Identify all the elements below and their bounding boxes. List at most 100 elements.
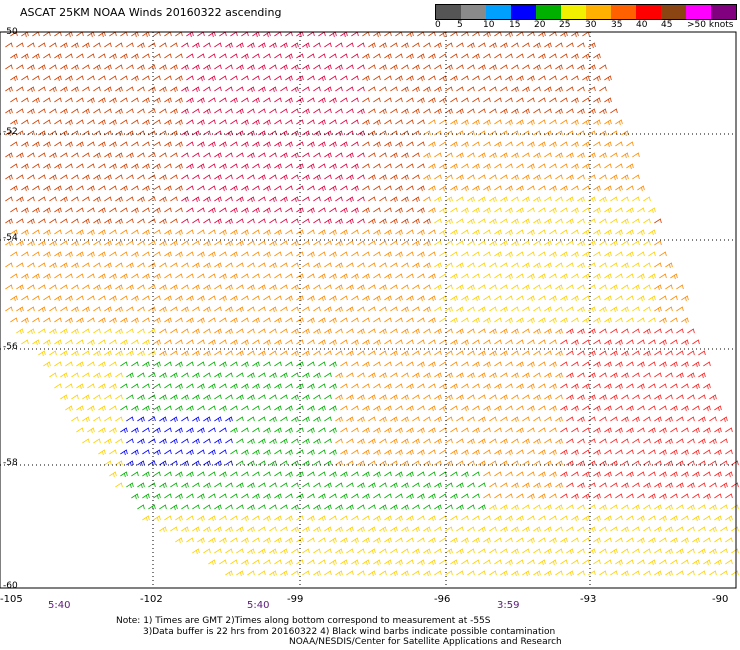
wind-barb <box>593 119 601 126</box>
map-frame <box>0 31 737 589</box>
wind-barb <box>395 295 403 302</box>
wind-barb <box>527 339 535 345</box>
wind-barb <box>340 405 348 411</box>
wind-barb <box>428 515 436 522</box>
wind-barb <box>285 361 293 367</box>
wind-barb <box>175 317 183 323</box>
wind-barb <box>401 372 409 378</box>
wind-barb <box>401 86 409 93</box>
wind-barb <box>170 328 178 334</box>
wind-barb <box>560 295 568 302</box>
wind-barb <box>82 284 90 290</box>
wind-barb <box>82 438 90 444</box>
wind-barb <box>373 493 381 499</box>
wind-barb <box>318 273 326 280</box>
wind-barb <box>126 64 134 70</box>
wind-barb <box>197 163 205 170</box>
wind-barb <box>648 295 656 302</box>
wind-barb <box>164 471 172 477</box>
wind-barb <box>483 361 491 368</box>
wind-barb <box>285 141 293 148</box>
wind-barb <box>285 185 293 191</box>
wind-barb <box>368 394 376 401</box>
wind-barb <box>10 207 18 213</box>
wind-barb <box>566 196 574 203</box>
wind-barb <box>225 372 233 378</box>
wind-barb <box>280 152 288 159</box>
wind-barb <box>560 493 568 499</box>
wind-barb <box>329 339 337 346</box>
wind-barb <box>208 273 216 279</box>
wind-barb <box>285 251 293 257</box>
wind-barb <box>318 317 326 324</box>
wind-barb <box>137 416 145 423</box>
wind-barb <box>665 262 673 269</box>
wind-barb <box>681 493 689 499</box>
wind-barb <box>115 130 123 137</box>
wind-barb <box>335 152 343 158</box>
wind-barb <box>417 537 425 543</box>
wind-barb <box>87 141 95 147</box>
wind-barb <box>109 361 117 367</box>
wind-barb <box>445 504 453 510</box>
wind-barb <box>346 504 354 511</box>
wind-barb <box>109 53 117 60</box>
wind-barb <box>395 559 403 566</box>
wind-barb <box>258 64 266 71</box>
wind-barb <box>362 559 370 566</box>
wind-barb <box>175 75 183 82</box>
wind-barb <box>142 295 150 301</box>
wind-barb <box>395 31 403 37</box>
wind-barb <box>610 526 618 532</box>
wind-barb <box>357 416 365 423</box>
wind-barb <box>505 141 513 147</box>
wind-barb <box>329 229 337 236</box>
wind-barb <box>340 207 348 214</box>
wind-barb <box>335 570 343 577</box>
wind-barb <box>170 174 178 180</box>
wind-barb <box>549 361 557 368</box>
wind-barb <box>478 548 486 554</box>
wind-barb <box>621 174 629 181</box>
wind-barb <box>522 350 530 356</box>
wind-barb <box>434 152 442 158</box>
wind-barb <box>395 141 403 148</box>
wind-barb <box>313 152 321 158</box>
wind-barb <box>225 526 233 533</box>
wind-barb <box>208 163 216 169</box>
wind-barb <box>483 31 491 38</box>
wind-barb <box>258 482 266 488</box>
wind-barb <box>533 328 541 335</box>
wind-barb <box>527 229 535 236</box>
wind-barb <box>236 86 244 92</box>
wind-barb <box>527 493 535 500</box>
wind-barb <box>82 394 90 401</box>
wind-barb <box>16 328 24 335</box>
wind-barb <box>274 141 282 148</box>
wind-barb <box>384 251 392 258</box>
wind-barb <box>637 427 645 433</box>
wind-barb <box>599 306 607 313</box>
wind-barb <box>676 284 684 290</box>
wind-barb <box>269 570 277 577</box>
wind-barb <box>60 42 68 49</box>
wind-barb <box>456 328 464 335</box>
wind-barb <box>593 97 601 104</box>
wind-barb <box>494 537 502 543</box>
wind-barb <box>527 141 535 148</box>
wind-barb <box>390 460 398 466</box>
wind-barb <box>549 75 557 81</box>
wind-barb <box>533 108 541 114</box>
wind-barb <box>27 42 35 48</box>
wind-barb <box>720 526 728 532</box>
wind-barb <box>654 570 662 577</box>
wind-barb <box>544 548 552 555</box>
wind-barb <box>153 493 161 500</box>
wind-barb <box>538 383 546 389</box>
wind-barb <box>467 174 475 180</box>
wind-barb <box>494 361 502 367</box>
wind-barb <box>379 394 387 401</box>
wind-barb <box>423 570 431 577</box>
wind-barb <box>368 328 376 334</box>
wind-barb <box>225 482 233 488</box>
